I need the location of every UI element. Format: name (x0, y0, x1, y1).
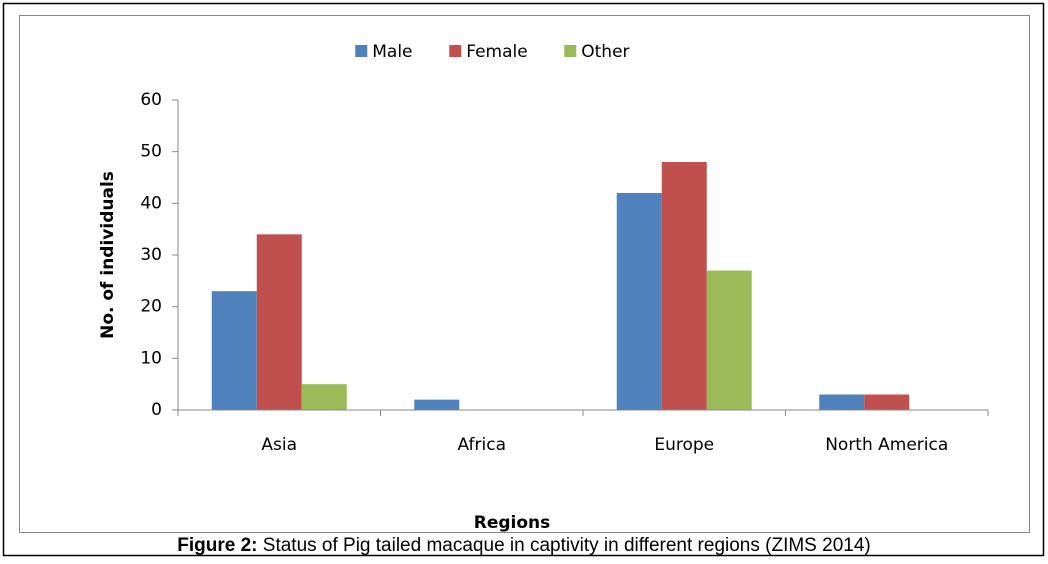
y-tick-label: 0 (151, 400, 162, 420)
y-tick-label: 50 (140, 142, 162, 162)
y-tick-label: 60 (140, 90, 162, 110)
x-tick-label: North America (825, 435, 948, 455)
caption: Figure 2: Status of Pig tailed macaque i… (177, 535, 870, 556)
x-tick-label: Asia (261, 435, 297, 455)
caption-label: Figure 2: (177, 535, 257, 556)
bar (706, 270, 752, 410)
y-tick-label: 30 (140, 245, 162, 265)
legend-label: Female (466, 42, 527, 62)
bar (819, 394, 865, 410)
caption-text: Status of Pig tailed macaque in captivit… (263, 535, 871, 556)
bar (211, 291, 257, 410)
y-tick-label: 20 (140, 297, 162, 317)
chart-border (19, 15, 1030, 533)
bar (661, 162, 707, 410)
figure-border (2, 2, 1045, 557)
y-tick-label: 10 (140, 348, 162, 368)
legend-swatch (355, 45, 368, 57)
y-tick-label: 40 (140, 193, 162, 213)
x-axis-label: Regions (474, 513, 551, 533)
bar (256, 234, 302, 410)
bar (414, 399, 460, 410)
legend-label: Other (581, 42, 629, 62)
bar (864, 394, 910, 410)
x-tick-label: Europe (654, 435, 714, 455)
legend-swatch (449, 45, 462, 57)
bar (301, 384, 347, 410)
bar (616, 193, 662, 410)
legend-label: Male (372, 42, 412, 62)
y-axis-label: No. of individuals (98, 171, 118, 339)
x-tick-label: Africa (458, 435, 507, 455)
legend-swatch (564, 45, 577, 57)
